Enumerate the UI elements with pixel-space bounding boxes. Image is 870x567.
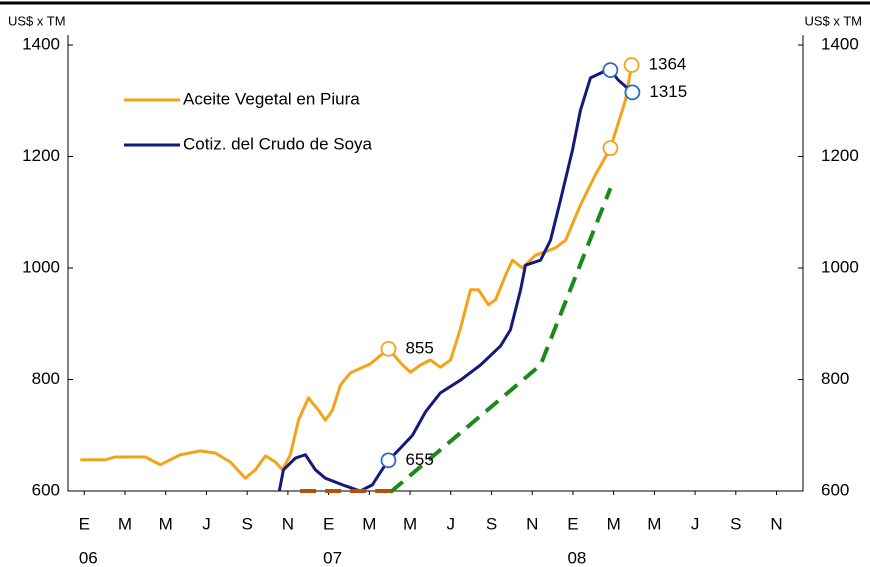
y2-axis-label: US$ x TM: [804, 13, 862, 28]
point-label: 1364: [649, 55, 687, 74]
x-tick-label: J: [447, 514, 456, 533]
legend-label: Aceite Vegetal en Piura: [183, 89, 360, 108]
x-tick-label: M: [403, 514, 417, 533]
y2-tick-label: 600: [821, 480, 849, 499]
x-tick-label: J: [202, 514, 211, 533]
series-line: [80, 64, 634, 480]
x-tick-label: S: [730, 514, 741, 533]
x-tick-label: E: [323, 514, 334, 533]
point-marker: [623, 57, 640, 73]
point-marker: [602, 62, 619, 78]
y2-tick-label: 1400: [821, 34, 859, 53]
point-label: 1315: [649, 82, 687, 101]
point-label: 855: [405, 338, 433, 357]
x-tick-label: M: [118, 514, 132, 533]
point-marker: [602, 140, 619, 157]
y-tick-label: 800: [32, 369, 60, 388]
series-line: [277, 68, 634, 493]
x-tick-label: J: [691, 514, 700, 533]
y2-tick-label: 1200: [821, 146, 859, 165]
x-tick-label: E: [79, 514, 90, 533]
x-tick-label: N: [526, 514, 538, 533]
point-marker: [624, 84, 641, 101]
x-tick-label: E: [567, 514, 578, 533]
y-tick-label: 1000: [22, 257, 60, 276]
y-tick-label: 1400: [22, 34, 60, 53]
y2-tick-label: 800: [821, 369, 849, 388]
x-tick-label: M: [607, 514, 621, 533]
x-tick-label: S: [241, 514, 252, 533]
y-tick-label: 1200: [22, 146, 60, 165]
x-tick-label: N: [282, 514, 294, 533]
x-tick-label: N: [770, 514, 782, 533]
point-marker: [380, 340, 397, 357]
x-tick-label: M: [647, 514, 661, 533]
x-year-label: 06: [79, 548, 98, 567]
x-year-label: 07: [323, 548, 342, 567]
point-marker: [380, 452, 397, 469]
x-tick-label: M: [362, 514, 376, 533]
point-label: 655: [405, 450, 433, 469]
y-tick-label: 600: [32, 480, 60, 499]
legend-label: Cotiz. del Crudo de Soya: [183, 134, 373, 153]
y2-tick-label: 1000: [821, 257, 859, 276]
y-axis-label: US$ x TM: [8, 13, 66, 28]
axis-frame: [67, 35, 804, 492]
x-tick-label: M: [159, 514, 173, 533]
x-tick-label: S: [486, 514, 497, 533]
x-year-label: 08: [567, 548, 586, 567]
dashed-line: [389, 187, 613, 494]
